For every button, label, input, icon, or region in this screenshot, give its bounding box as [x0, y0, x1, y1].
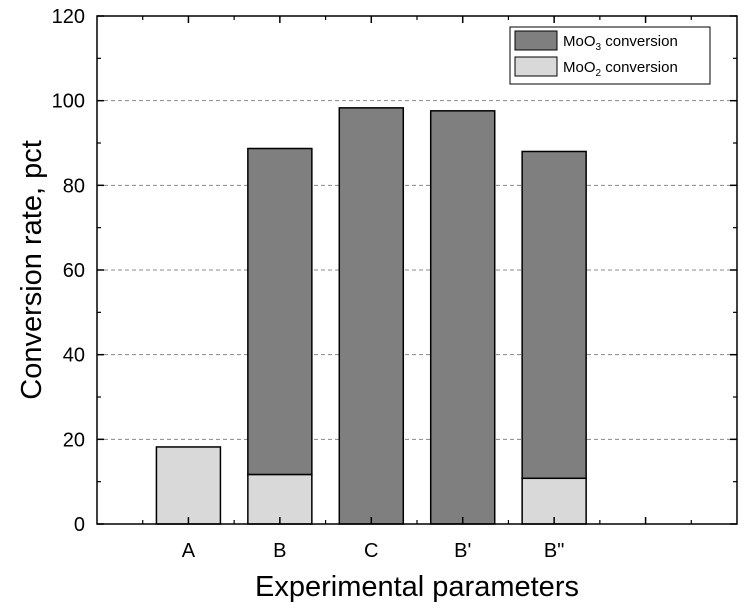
x-tick-label: B": [544, 540, 564, 562]
gridlines: [97, 100, 737, 440]
x-tick-label: C: [364, 540, 378, 562]
legend-label: MoO3 conversion: [563, 33, 678, 53]
y-tick-label: 120: [52, 6, 85, 28]
y-axis-ticks: 0 20 40 60 80 100 120: [52, 6, 737, 536]
x-tick-label: B': [454, 540, 471, 562]
bar-segment: [247, 147, 313, 476]
y-tick-label: 80: [63, 175, 85, 197]
legend-swatch: [514, 30, 558, 51]
x-tick-label: A: [182, 540, 196, 562]
bar-segment: [338, 107, 405, 525]
y-tick-label: 0: [74, 514, 85, 536]
y-axis-title: Conversion rate, pct: [16, 140, 48, 400]
y-tick-label: 60: [63, 260, 85, 282]
y-tick-label: 40: [63, 345, 85, 367]
bars: [155, 107, 587, 525]
bar-segment: [155, 446, 222, 525]
legend-swatch: [514, 56, 558, 77]
x-axis-title: Experimental parameters: [255, 571, 579, 603]
y-tick-label: 100: [52, 91, 85, 113]
x-tick-label: B: [273, 540, 286, 562]
x-axis-ticks: A B C B' B": [142, 16, 692, 562]
y-tick-label: 20: [63, 429, 85, 451]
bar-segment: [247, 473, 313, 525]
bar-segment: [521, 150, 587, 480]
bar-segment: [429, 110, 496, 525]
bar-segment: [521, 477, 587, 525]
legend: MoO3 conversion MoO2 conversion: [509, 26, 711, 85]
legend-label: MoO2 conversion: [563, 59, 678, 79]
